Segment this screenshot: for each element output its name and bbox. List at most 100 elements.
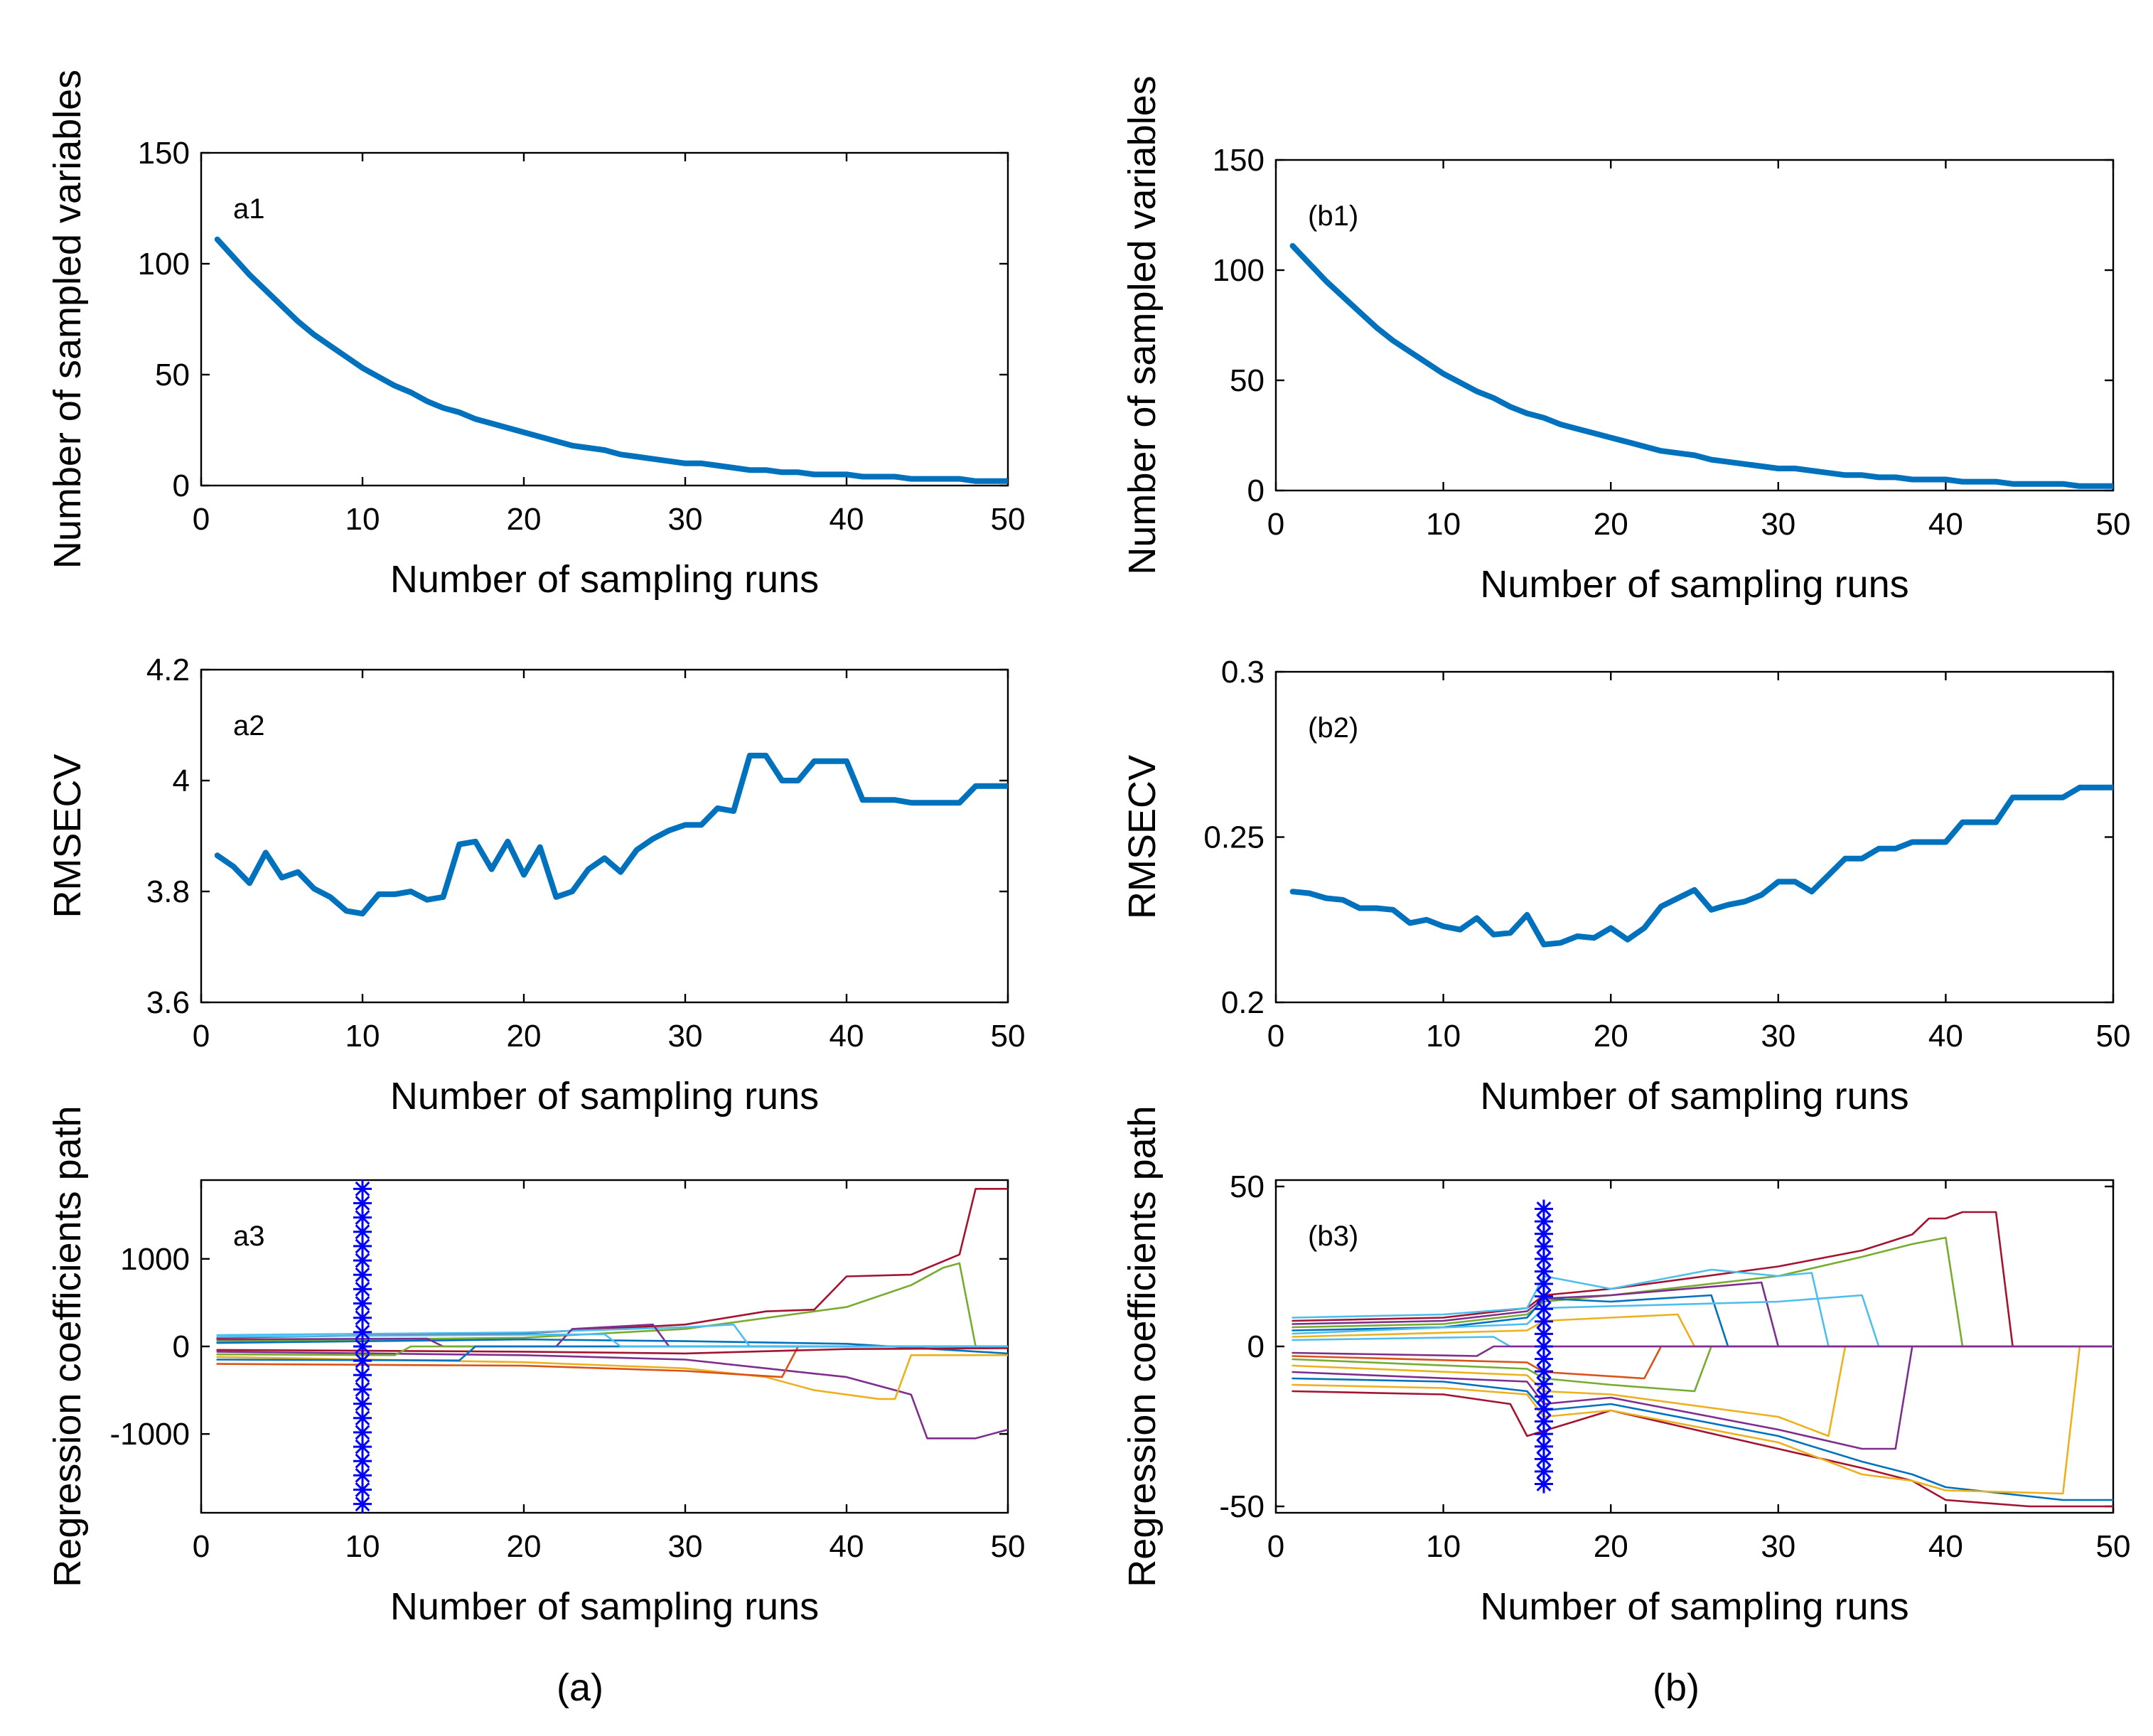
x-tick-label: 50 <box>991 1529 1026 1564</box>
panel-label: a2 <box>233 710 265 741</box>
caption-a: (a) <box>557 1666 603 1709</box>
y-tick-label: 4.2 <box>146 653 190 687</box>
asterisk-marker <box>353 1322 372 1341</box>
series-line-c3 <box>1292 1268 2113 1348</box>
x-tick-label: 0 <box>193 502 210 537</box>
x-tick-label: 30 <box>668 1019 703 1054</box>
series-line-RMSECV <box>1289 784 2113 948</box>
x-tick-label: 20 <box>1594 507 1628 542</box>
y-axis-label: Number of sampled variables <box>46 70 89 569</box>
asterisk-marker <box>1534 1224 1553 1243</box>
y-axis-label: Number of sampled variables <box>1121 75 1164 574</box>
y-axis-label: Regression coefficients path <box>46 1105 89 1587</box>
asterisk-marker <box>353 1466 372 1485</box>
asterisk-marker <box>353 1380 372 1399</box>
caption-b: (b) <box>1653 1666 1700 1709</box>
series-line-c8 <box>1292 1390 2113 1508</box>
plot-frame <box>1274 670 2115 1004</box>
y-tick-label: 50 <box>155 358 190 392</box>
y-tick-label: 1000 <box>120 1242 190 1277</box>
plot-area <box>1289 784 2113 948</box>
y-tick-label: 0 <box>173 468 190 503</box>
x-tick-label: 30 <box>668 502 703 537</box>
x-tick-label: 10 <box>345 1529 380 1564</box>
asterisk-marker <box>353 1208 372 1227</box>
x-tick-label: 0 <box>1267 1529 1284 1564</box>
y-tick-label: 0 <box>173 1329 190 1364</box>
x-tick-label: 10 <box>1426 1019 1461 1054</box>
series-line-c2 <box>1292 1236 2113 1348</box>
x-tick-label: 50 <box>2096 1529 2131 1564</box>
plot-area <box>214 752 1008 917</box>
asterisk-marker <box>1534 1337 1553 1356</box>
x-tick-label: 0 <box>1267 1019 1284 1054</box>
x-tick-label: 0 <box>1267 507 1284 542</box>
series-line-c4 <box>1292 1294 2113 1348</box>
plot-area <box>1292 1211 2113 1508</box>
x-tick-label: 10 <box>1426 1529 1461 1564</box>
asterisk-marker <box>353 1351 372 1371</box>
x-axis-label: Number of sampling runs <box>390 558 819 601</box>
series-line-c1 <box>216 1188 1008 1339</box>
y-tick-label: 100 <box>138 247 190 282</box>
panel-label: (b1) <box>1308 200 1358 232</box>
y-tick-label: 0 <box>1247 473 1265 508</box>
series-line-c14 <box>1292 1345 2113 1380</box>
asterisk-marker <box>1534 1412 1553 1431</box>
y-tick-label: 50 <box>1230 1169 1265 1204</box>
asterisk-marker <box>1534 1212 1553 1231</box>
y-tick-label: 150 <box>138 136 190 171</box>
x-tick-label: 40 <box>829 502 864 537</box>
x-tick-label: 0 <box>193 1529 210 1564</box>
y-tick-label: -1000 <box>109 1417 190 1452</box>
asterisk-marker <box>1534 1249 1553 1268</box>
asterisk-marker <box>353 1294 372 1313</box>
x-tick-label: 30 <box>668 1529 703 1564</box>
y-tick-label: 100 <box>1213 253 1265 288</box>
asterisk-marker <box>1534 1387 1553 1406</box>
series-line-c3 <box>216 1351 1008 1440</box>
x-tick-label: 40 <box>1928 507 1963 542</box>
x-tick-label: 50 <box>2096 507 2131 542</box>
y-tick-label: 0 <box>1247 1329 1265 1364</box>
asterisk-marker <box>1534 1287 1553 1306</box>
series-line-c4 <box>216 1354 1008 1400</box>
x-tick-label: 20 <box>507 1529 542 1564</box>
plot-area <box>1289 242 2113 489</box>
asterisk-marker <box>353 1280 372 1299</box>
x-axis-label: Number of sampling runs <box>1480 563 1908 606</box>
x-tick-label: 50 <box>991 1019 1026 1054</box>
asterisk-marker <box>353 1366 372 1385</box>
x-tick-label: 0 <box>193 1019 210 1054</box>
series-line-sampled variables <box>214 236 1008 484</box>
x-tick-label: 10 <box>345 502 380 537</box>
asterisk-marker <box>1534 1349 1553 1368</box>
y-tick-label: 4 <box>173 763 190 798</box>
asterisk-marker <box>1534 1399 1553 1418</box>
asterisk-marker <box>353 1251 372 1270</box>
x-tick-label: 20 <box>1594 1529 1628 1564</box>
asterisk-marker <box>353 1194 372 1213</box>
plot-frame <box>200 668 1009 1004</box>
asterisk-marker <box>353 1308 372 1327</box>
x-tick-label: 20 <box>1594 1019 1628 1054</box>
x-tick-label: 10 <box>1426 507 1461 542</box>
x-tick-label: 40 <box>829 1019 864 1054</box>
x-tick-label: 30 <box>1761 1019 1795 1054</box>
series-line-c1 <box>1292 1211 2113 1348</box>
y-tick-label: 3.6 <box>146 985 190 1020</box>
panel-a3: 0 10 20 30 40 50 -1000 0 1000 Number of sampling … <box>46 1105 1025 1628</box>
panel-a1: 0 10 20 30 40 50 0 50 100 150 Number of sampling r… <box>46 70 1025 601</box>
x-tick-label: 10 <box>345 1019 380 1054</box>
series-line-c10 <box>1292 1345 2113 1495</box>
plot-area <box>214 236 1008 484</box>
asterisk-marker <box>1534 1300 1553 1319</box>
asterisk-marker <box>353 1494 372 1513</box>
plot-area <box>216 1188 1008 1440</box>
asterisk-marker <box>1534 1474 1553 1494</box>
panel-b2: 0 10 20 30 40 50 0.2 0.25 0.3 Number of sampling … <box>1121 655 2130 1118</box>
panel-label: a3 <box>233 1221 265 1252</box>
x-tick-label: 40 <box>1928 1019 1963 1054</box>
asterisk-marker <box>353 1394 372 1413</box>
